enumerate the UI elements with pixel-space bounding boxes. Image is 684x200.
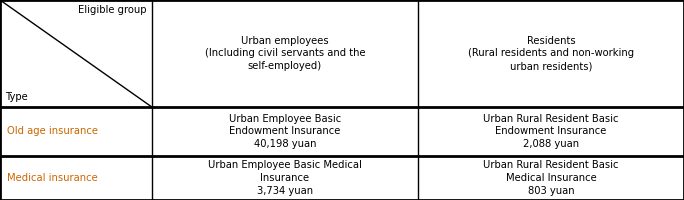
- Text: Urban employees
(Including civil servants and the
self-employed): Urban employees (Including civil servant…: [205, 36, 365, 71]
- Text: Urban Rural Resident Basic
Endowment Insurance
2,088 yuan: Urban Rural Resident Basic Endowment Ins…: [483, 114, 619, 149]
- Text: Residents
(Rural residents and non-working
urban residents): Residents (Rural residents and non-worki…: [468, 36, 634, 71]
- Text: Old age insurance: Old age insurance: [7, 127, 98, 136]
- Text: Eligible group: Eligible group: [78, 5, 146, 15]
- Text: Urban Employee Basic Medical
Insurance
3,734 yuan: Urban Employee Basic Medical Insurance 3…: [208, 160, 362, 196]
- Text: Medical insurance: Medical insurance: [7, 173, 98, 183]
- Text: Urban Employee Basic
Endowment Insurance
40,198 yuan: Urban Employee Basic Endowment Insurance…: [228, 114, 341, 149]
- Text: Urban Rural Resident Basic
Medical Insurance
803 yuan: Urban Rural Resident Basic Medical Insur…: [483, 160, 619, 196]
- Text: Type: Type: [5, 92, 28, 102]
